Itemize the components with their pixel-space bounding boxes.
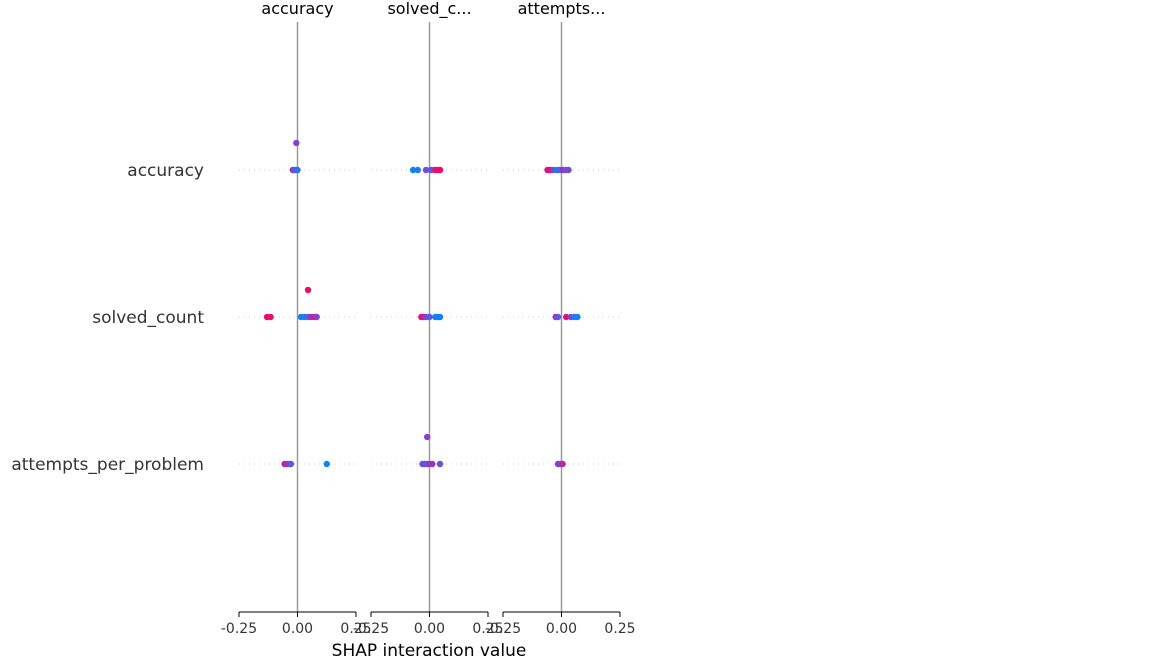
- data-point: [436, 313, 444, 321]
- panel-3: attempts... -0.25 0.00 0.25: [485, 0, 636, 637]
- x-tick-label: 0.25: [340, 621, 371, 637]
- panel-1: accuracy -0.25 0.00 0.25: [221, 0, 372, 637]
- data-point: [436, 166, 444, 174]
- data-point: [293, 139, 300, 147]
- data-point: [294, 166, 301, 174]
- row-labels: accuracy solved_count attempts_per_problem: [11, 161, 204, 475]
- feature-label: solved_count: [92, 308, 204, 328]
- x-tick-label: 0.25: [604, 621, 635, 637]
- x-tick-label: 0.00: [546, 621, 577, 637]
- data-point: [409, 166, 417, 174]
- data-point: [304, 286, 312, 294]
- x-tick-label: 0.25: [472, 621, 503, 637]
- x-axis-label: SHAP interaction value: [332, 641, 527, 660]
- data-point: [287, 460, 295, 468]
- data-point: [414, 166, 421, 174]
- feature-label: accuracy: [127, 161, 204, 181]
- data-point: [423, 433, 431, 441]
- panel-2: solved_c... -0.25 0.00 0.25: [353, 0, 504, 637]
- panel-title: attempts...: [518, 0, 606, 18]
- x-tick-label: -0.25: [221, 621, 257, 637]
- data-point: [554, 313, 562, 321]
- panels: accuracy -0.25 0.00 0.25 solved_c... -0.25 0.0…: [221, 0, 636, 637]
- data-point: [436, 460, 444, 468]
- x-tick-label: 0.00: [282, 621, 313, 637]
- data-point: [562, 313, 570, 321]
- x-tick-label: -0.25: [353, 621, 389, 637]
- data-point: [313, 313, 320, 321]
- feature-label: attempts_per_problem: [11, 455, 204, 475]
- panel-title: accuracy: [261, 0, 333, 18]
- data-point: [429, 460, 436, 468]
- data-point: [323, 460, 330, 468]
- panel-title: solved_c...: [387, 0, 471, 19]
- data-point: [565, 166, 572, 174]
- data-point: [574, 313, 581, 321]
- data-point: [267, 313, 274, 321]
- data-point: [426, 313, 433, 321]
- data-point: [559, 460, 566, 468]
- x-tick-label: 0.00: [414, 621, 445, 637]
- data-point: [422, 166, 430, 174]
- x-tick-label: -0.25: [485, 621, 521, 637]
